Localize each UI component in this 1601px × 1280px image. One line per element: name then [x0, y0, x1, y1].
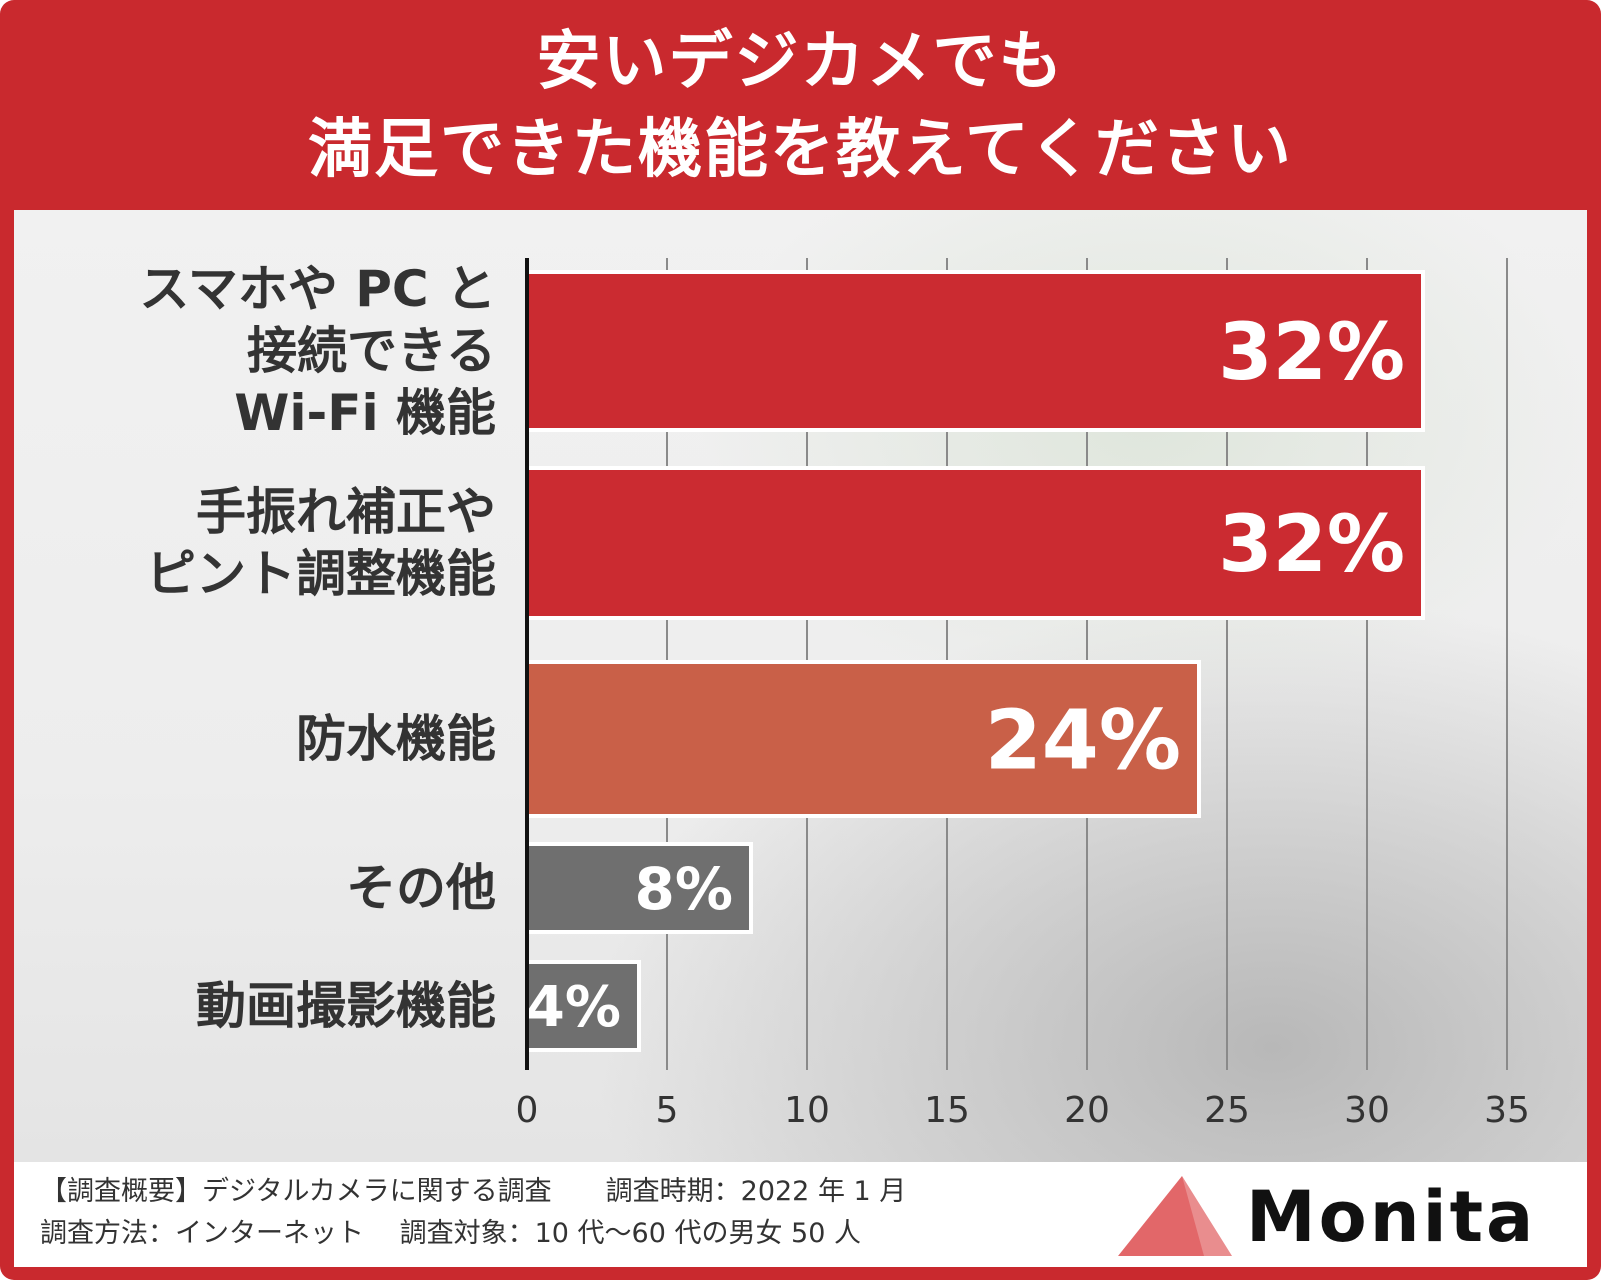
bar-chart: 0 5 10 15 20 25 30 35 32% 32% 24% 8%4% [516, 258, 1530, 1131]
category-label-2: 防水機能 [296, 708, 496, 770]
category-label-line: その他 [346, 859, 496, 917]
bar-2 [525, 660, 1201, 818]
survey-summary: 【調査概要】デジタルカメラに関する調査 調査時期：2022 年 1 月 [40, 1176, 907, 1207]
category-labels: スマホや PC と接続できる Wi-Fi 機能手振れ補正や ピント調整機能防水機能そ… [14, 210, 496, 1162]
logo-triangle-shade-icon [1182, 1176, 1232, 1256]
survey-footer: 【調査概要】デジタルカメラに関する調査 調査時期：2022 年 1 月 調査方法… [14, 1162, 1587, 1267]
category-label-line: スマホや PC と [139, 260, 496, 318]
x-tick-label-15: 15 [924, 1090, 970, 1131]
category-label-3: その他 [346, 857, 496, 919]
bar-value-label-0: 32% [1218, 308, 1405, 398]
category-label-line: Wi-Fi 機能 [234, 384, 496, 442]
category-label-line: 手振れ補正や [196, 483, 496, 541]
bar-value-label-1: 32% [1218, 500, 1405, 590]
bar-value-label-3: 8% [635, 855, 733, 923]
bar-value-label-4: 4% [526, 975, 621, 1040]
category-label-4: 動画撮影機能 [196, 975, 496, 1037]
category-label-line: ピント調整機能 [146, 545, 496, 603]
survey-method: 調査方法：インターネット 調査対象：10 代〜60 代の男女 50 人 [40, 1218, 861, 1249]
bar-3 [525, 842, 753, 934]
category-label-1: 手振れ補正や ピント調整機能 [146, 481, 496, 605]
monita-logo [1118, 1176, 1232, 1256]
x-tick-label-30: 30 [1344, 1090, 1390, 1131]
category-label-line: 防水機能 [296, 710, 496, 768]
category-label-line: 動画撮影機能 [196, 977, 496, 1035]
chart-title: 安いデジカメでも 満足できた機能を教えてください [0, 18, 1601, 194]
title-line-1: 安いデジカメでも [536, 25, 1065, 99]
logo-text: Monita [1246, 1176, 1537, 1258]
bar-4 [525, 960, 641, 1052]
category-label-line: 接続できる [247, 322, 496, 380]
x-tick-label-35: 35 [1484, 1090, 1530, 1131]
x-tick-label-5: 5 [656, 1090, 679, 1131]
x-tick-label-0: 0 [516, 1090, 539, 1131]
bar-0 [525, 270, 1425, 432]
title-line-2: 満足できた機能を教えてください [308, 113, 1293, 187]
bar-value-label-2: 24% [985, 694, 1181, 789]
category-label-0: スマホや PC と接続できる Wi-Fi 機能 [139, 258, 496, 444]
x-tick-label-25: 25 [1204, 1090, 1250, 1131]
x-tick-label-20: 20 [1064, 1090, 1110, 1131]
logo-triangle-icon [1118, 1176, 1232, 1256]
x-tick-label-10: 10 [784, 1090, 830, 1131]
chart-panel: 0 5 10 15 20 25 30 35 32% 32% 24% 8% 4% スマホや PC と接続で… [14, 210, 1587, 1162]
